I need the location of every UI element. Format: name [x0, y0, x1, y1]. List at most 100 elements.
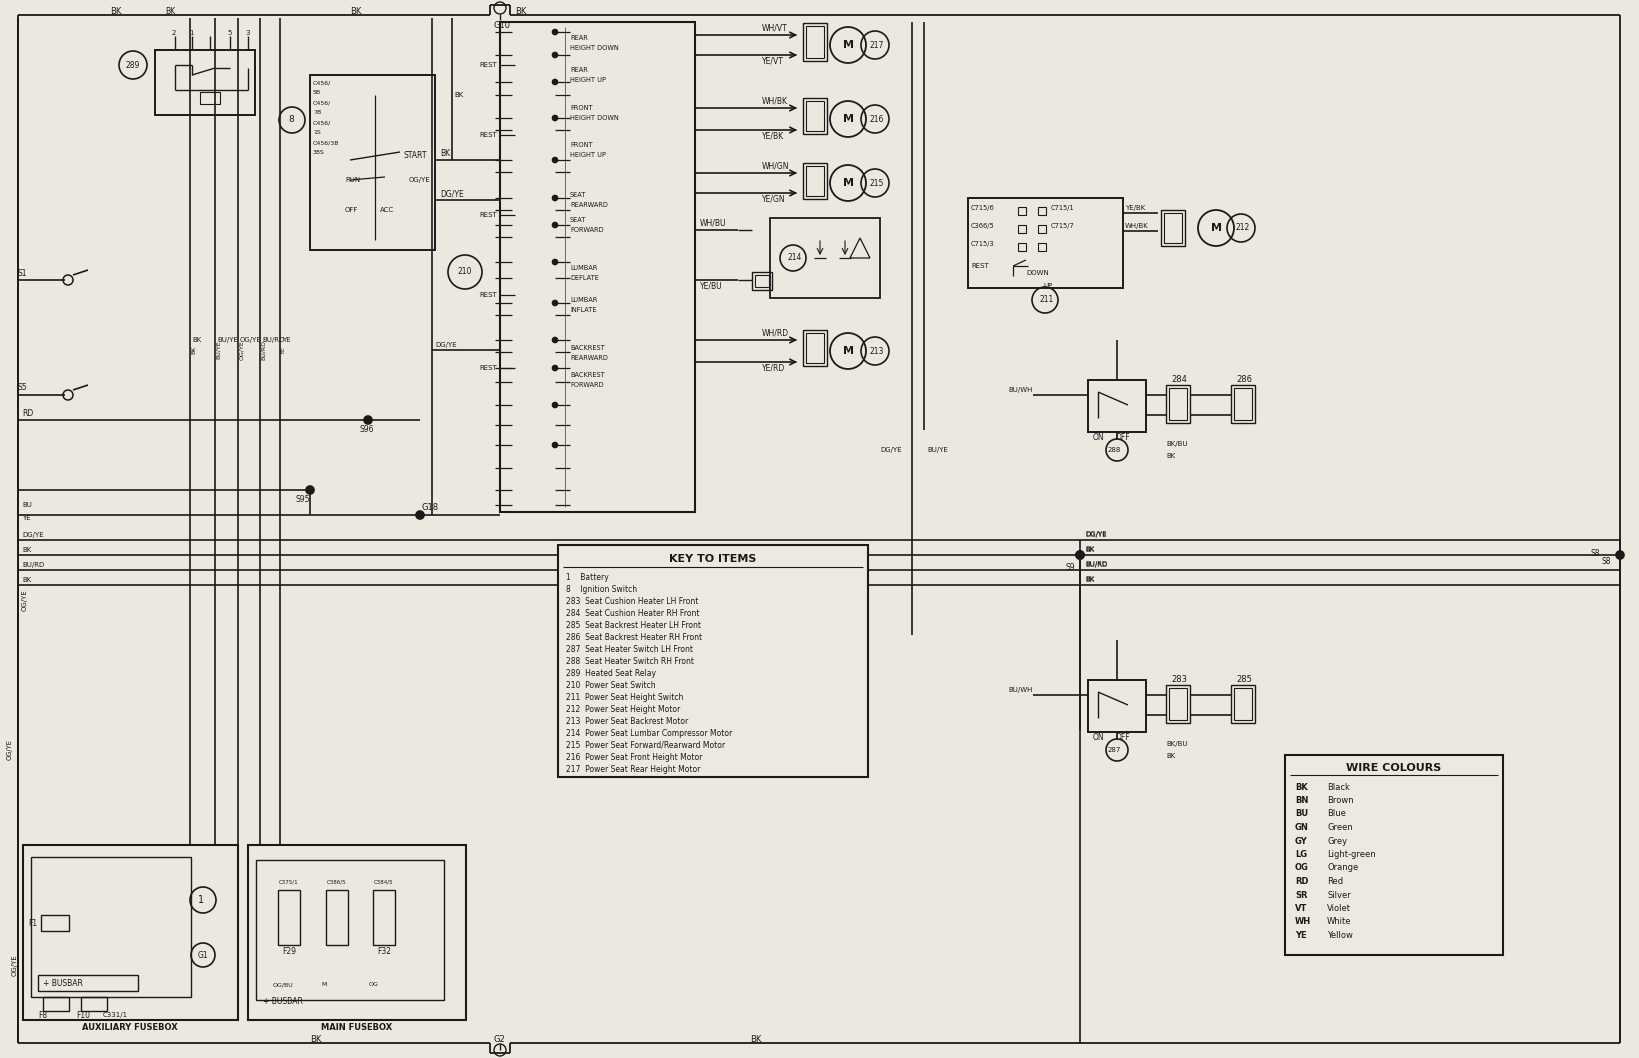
Text: BK/BU: BK/BU	[1165, 741, 1188, 747]
Text: 215  Power Seat Forward/Rearward Motor: 215 Power Seat Forward/Rearward Motor	[565, 741, 724, 749]
Bar	[1037, 243, 1046, 251]
Circle shape	[1075, 551, 1083, 559]
Circle shape	[552, 115, 557, 121]
Text: White: White	[1328, 917, 1352, 927]
Bar	[1169, 388, 1187, 420]
Text: 284: 284	[1170, 376, 1187, 384]
Text: START: START	[403, 151, 426, 161]
Bar	[1088, 380, 1146, 432]
Text: BU/YE: BU/YE	[216, 341, 221, 360]
Text: YE: YE	[282, 338, 290, 343]
Text: 287  Seat Heater Switch LH Front: 287 Seat Heater Switch LH Front	[565, 644, 693, 654]
Text: DG/YE: DG/YE	[880, 446, 901, 453]
Bar	[41, 915, 69, 931]
Text: WH/BU: WH/BU	[700, 219, 726, 227]
Text: REAR: REAR	[570, 67, 588, 73]
Text: C375/1: C375/1	[279, 879, 298, 884]
Bar	[1037, 225, 1046, 233]
Text: S1: S1	[18, 269, 28, 277]
Text: G18: G18	[421, 503, 439, 511]
Text: BK: BK	[1165, 453, 1175, 459]
Text: HEIGHT DOWN: HEIGHT DOWN	[570, 45, 620, 51]
Text: C386/5: C386/5	[328, 879, 347, 884]
Text: 285  Seat Backrest Heater LH Front: 285 Seat Backrest Heater LH Front	[565, 620, 701, 630]
Text: BU/WH: BU/WH	[1008, 687, 1033, 693]
Text: Red: Red	[1328, 877, 1342, 886]
Text: REST: REST	[479, 365, 497, 371]
Bar	[1285, 755, 1503, 955]
Text: S5: S5	[18, 383, 28, 393]
Text: + BUSBAR: + BUSBAR	[262, 998, 303, 1006]
Text: 283  Seat Cushion Heater LH Front: 283 Seat Cushion Heater LH Front	[565, 597, 698, 605]
Text: OG/YE: OG/YE	[21, 589, 28, 610]
Bar	[1018, 207, 1026, 215]
Text: WH/BK: WH/BK	[762, 96, 788, 106]
Text: REST: REST	[970, 263, 988, 269]
Text: WH/GN: WH/GN	[762, 162, 790, 170]
Bar	[803, 330, 828, 366]
Text: BK: BK	[1085, 576, 1095, 582]
Text: 211  Power Seat Height Switch: 211 Power Seat Height Switch	[565, 693, 683, 701]
Text: 217: 217	[869, 40, 883, 50]
Bar	[326, 890, 347, 945]
Text: REST: REST	[479, 212, 497, 218]
Text: 212: 212	[1236, 223, 1249, 233]
Circle shape	[552, 402, 557, 407]
Text: G1: G1	[198, 950, 208, 960]
Text: HEIGHT UP: HEIGHT UP	[570, 152, 606, 158]
Text: 38S: 38S	[313, 150, 325, 156]
Text: BU/RD: BU/RD	[1085, 562, 1108, 568]
Text: 1S: 1S	[313, 130, 321, 135]
Bar	[1231, 385, 1255, 423]
Text: LUMBAR: LUMBAR	[570, 297, 597, 303]
Text: 288  Seat Heater Switch RH Front: 288 Seat Heater Switch RH Front	[565, 657, 693, 665]
Text: M: M	[842, 346, 854, 355]
Text: VT: VT	[1295, 904, 1308, 913]
Text: 216  Power Seat Front Height Motor: 216 Power Seat Front Height Motor	[565, 752, 703, 762]
Text: YE/BK: YE/BK	[762, 131, 783, 141]
Bar	[969, 198, 1123, 288]
Text: BN: BN	[1295, 796, 1308, 805]
Text: 1    Battery: 1 Battery	[565, 572, 608, 582]
Text: OFF: OFF	[1116, 732, 1131, 742]
Text: BK: BK	[1085, 546, 1095, 552]
Text: BK: BK	[515, 6, 526, 16]
Bar	[38, 975, 138, 991]
Bar	[806, 101, 824, 131]
Circle shape	[552, 158, 557, 163]
Text: C366/5: C366/5	[970, 223, 995, 229]
Text: YE: YE	[21, 515, 31, 521]
Text: SR: SR	[1295, 891, 1308, 899]
Circle shape	[552, 53, 557, 57]
Text: WIRE COLOURS: WIRE COLOURS	[1346, 763, 1442, 773]
Text: G2: G2	[493, 1036, 506, 1044]
Bar	[1165, 385, 1190, 423]
Text: BK: BK	[751, 1036, 762, 1044]
Text: DEFLATE: DEFLATE	[570, 275, 598, 281]
Text: OFF: OFF	[344, 207, 359, 213]
Text: 286  Seat Backrest Heater RH Front: 286 Seat Backrest Heater RH Front	[565, 633, 701, 641]
Circle shape	[552, 30, 557, 35]
Text: BU/YE: BU/YE	[928, 446, 947, 453]
Text: BACKREST: BACKREST	[570, 372, 605, 378]
Text: G10: G10	[493, 20, 511, 30]
Text: BU/YE: BU/YE	[216, 338, 238, 343]
Circle shape	[552, 222, 557, 227]
Text: FRONT: FRONT	[570, 142, 593, 148]
Circle shape	[1616, 551, 1624, 559]
Text: 7B: 7B	[313, 110, 321, 115]
Circle shape	[552, 338, 557, 343]
Text: WH/RD: WH/RD	[762, 328, 788, 338]
Text: F10: F10	[75, 1010, 90, 1020]
Text: Black: Black	[1328, 783, 1351, 791]
Text: LUMBAR: LUMBAR	[570, 264, 597, 271]
Text: YE/BU: YE/BU	[700, 281, 723, 291]
Text: ON: ON	[1093, 433, 1105, 441]
Text: 285: 285	[1236, 675, 1252, 685]
Text: Green: Green	[1328, 823, 1352, 832]
Bar	[756, 275, 769, 287]
Text: C456/3B: C456/3B	[313, 141, 339, 146]
Text: M: M	[1211, 223, 1221, 233]
Circle shape	[1075, 551, 1083, 559]
Bar	[1037, 207, 1046, 215]
